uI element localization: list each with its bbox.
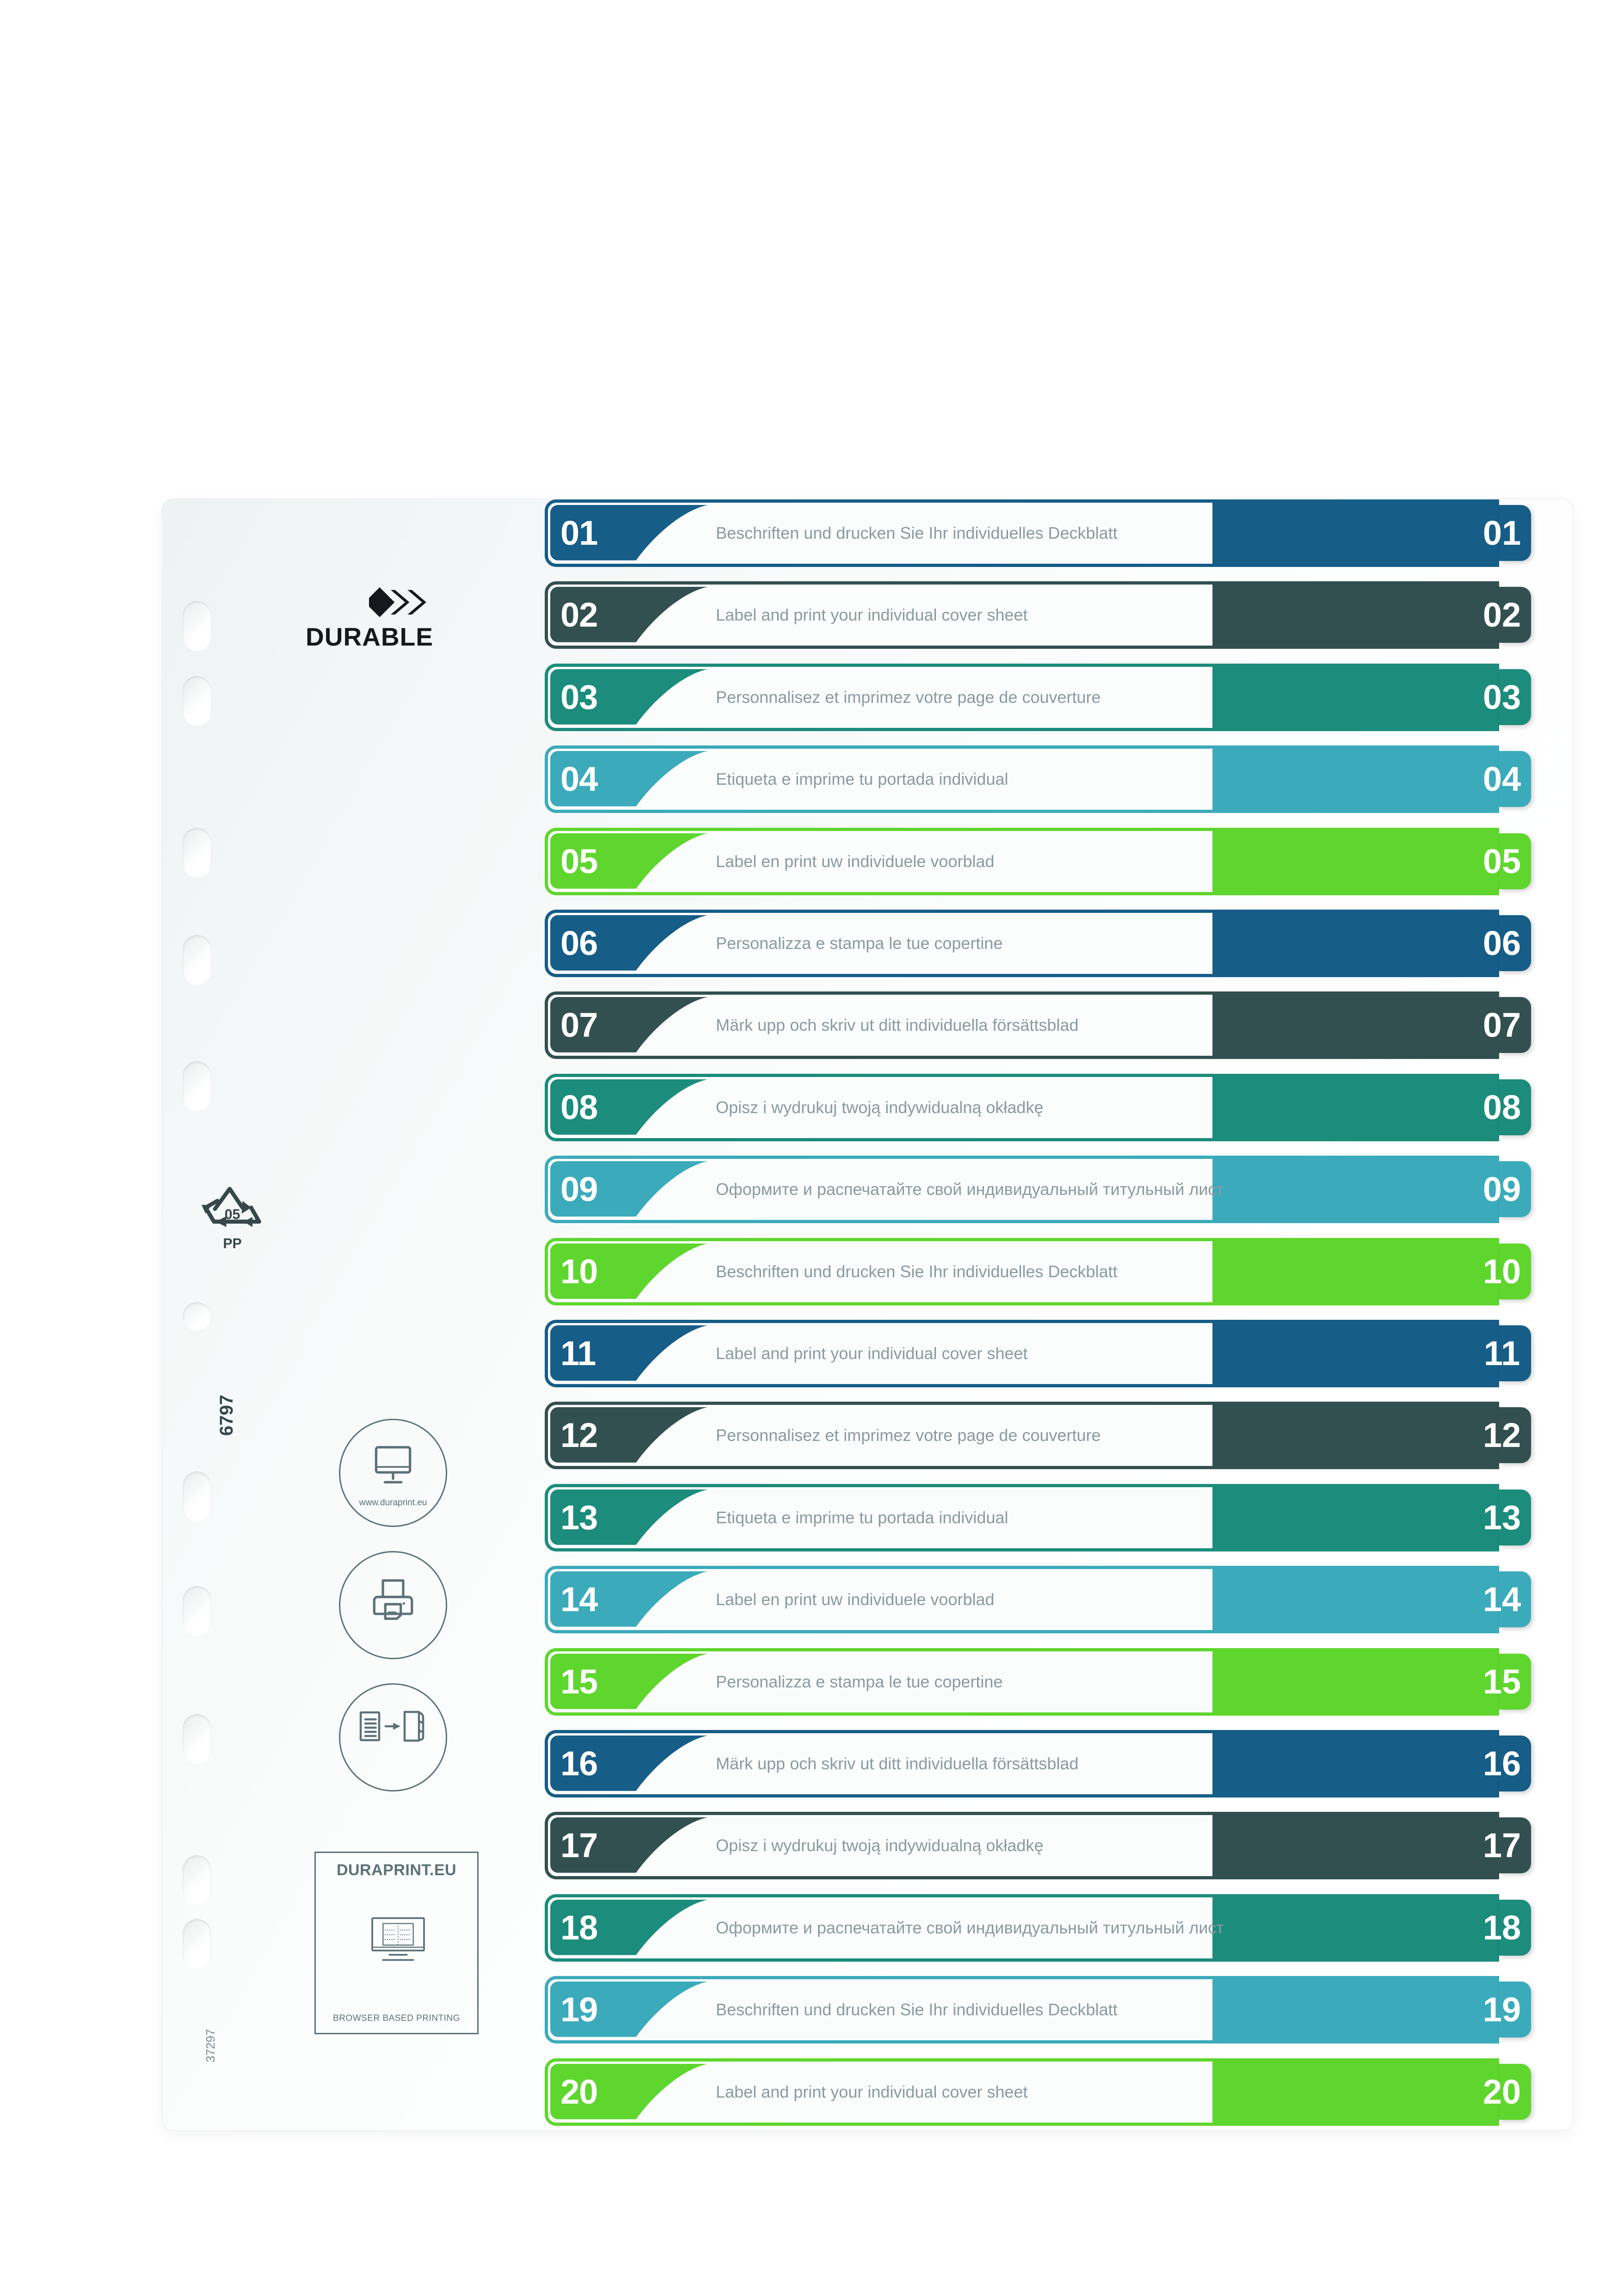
svg-text:PP: PP <box>223 1236 242 1251</box>
svg-text:05: 05 <box>225 1206 240 1222</box>
